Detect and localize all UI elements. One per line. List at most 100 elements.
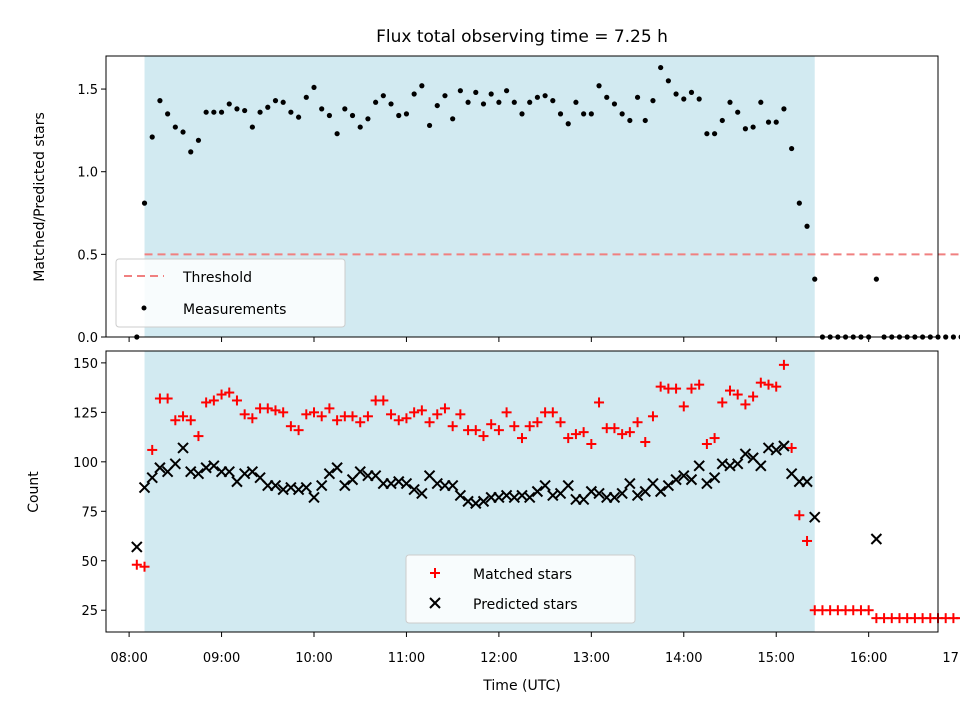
matched-legend-swatch: [430, 568, 440, 578]
measurement-point: [650, 98, 656, 104]
y-tick-label: 0.5: [77, 248, 98, 263]
matched-star-point: [401, 413, 412, 424]
upper-y-ticks: 0.0 0.5 1.0 1.5: [77, 83, 106, 346]
predicted-star-point: [331, 462, 343, 474]
measurement-point: [634, 94, 641, 100]
matched-star-point: [270, 405, 281, 416]
matched-star-point: [178, 411, 189, 422]
matched-star-point: [709, 433, 720, 444]
predicted-star-point: [562, 479, 574, 492]
predicted-star-point: [608, 491, 621, 504]
matched-star-point: [956, 617, 960, 620]
measurement-point: [157, 98, 163, 104]
predicted-star-point: [809, 511, 821, 523]
predicted-star-point: [477, 495, 490, 508]
measurement-point: [742, 126, 749, 132]
measurement-point: [434, 102, 440, 109]
y-tick-label: 150: [73, 357, 98, 372]
matched-star-point: [617, 429, 628, 440]
predicted-star-point: [269, 479, 282, 492]
matched-star-point: [740, 399, 751, 410]
predicted-star-point: [616, 487, 628, 500]
measurement-point: [218, 109, 225, 115]
measurement-point: [665, 78, 671, 84]
predicted-star-point: [654, 485, 667, 498]
measurement-point: [773, 119, 779, 125]
predicted-star-point: [454, 489, 467, 502]
measurement-point: [419, 83, 425, 89]
measurement-point: [503, 88, 510, 94]
measurement-point: [950, 334, 957, 340]
matched-star-point: [347, 411, 358, 422]
chart-title: Flux total observing time = 7.25 h: [376, 27, 668, 47]
predicted-star-point: [685, 473, 698, 486]
measurement-point: [750, 124, 756, 130]
upper-plot-frame: [105, 55, 939, 338]
matched-star-point: [139, 561, 150, 572]
predicted-legend-label: Predicted stars: [473, 597, 578, 613]
matched-star-point: [208, 395, 219, 406]
y-tick-label: 125: [73, 406, 98, 421]
measurement-point: [496, 99, 502, 105]
measurement-point: [527, 99, 533, 105]
measurement-point: [573, 99, 579, 105]
matched-star-point: [524, 421, 535, 432]
x-axis-label: Time (UTC): [482, 678, 560, 694]
matched-star-point: [447, 421, 458, 432]
measurement-point: [426, 122, 433, 129]
matched-star-point: [162, 393, 173, 404]
matched-star-point: [439, 403, 450, 414]
measurement-point: [396, 112, 402, 119]
measurement-point: [711, 131, 718, 137]
upper-legend: Threshold Measurements: [115, 258, 346, 328]
predicted-star-point: [624, 477, 636, 490]
matched-star-point: [424, 417, 435, 428]
measurement-point: [141, 200, 148, 206]
predicted-star-point: [870, 533, 883, 545]
measurement-point: [611, 101, 618, 107]
measurement-point: [403, 111, 410, 117]
measurement-point: [688, 89, 695, 95]
matched-star-point: [509, 421, 520, 432]
matched-star-point: [362, 411, 373, 422]
matched-star-point: [378, 395, 389, 406]
matched-star-point: [147, 444, 158, 455]
measurement-point: [180, 129, 186, 135]
y-tick-label: 75: [81, 505, 98, 520]
x-tick-label: 15:00: [757, 651, 794, 666]
measurement-point: [295, 114, 302, 120]
measurement-point: [781, 106, 787, 112]
matched-star-point: [563, 433, 574, 444]
measurement-point: [480, 101, 487, 107]
measurement-point: [488, 91, 494, 97]
predicted-star-point: [701, 477, 713, 490]
predicted-star-point: [755, 460, 767, 472]
matched-star-point: [694, 379, 705, 390]
predicted-star-point: [315, 479, 328, 492]
matched-star-point: [755, 377, 766, 388]
matched-star-point: [493, 425, 504, 436]
predicted-star-point: [739, 448, 752, 460]
measurements-legend-label: Measurements: [183, 302, 286, 318]
matched-star-point: [316, 411, 327, 422]
matched-star-point: [647, 411, 658, 422]
measurement-point: [234, 106, 240, 112]
matched-star-point: [324, 403, 335, 414]
predicted-star-point: [708, 471, 721, 484]
predicted-star-point: [662, 479, 675, 492]
measurement-point: [303, 94, 309, 100]
matched-star-point: [678, 401, 689, 412]
matched-star-point: [231, 395, 242, 406]
measurement-point: [288, 109, 294, 115]
predicted-star-point: [223, 466, 235, 478]
matched-star-point: [393, 415, 404, 426]
predicted-star-point: [523, 491, 536, 504]
predicted-star-point: [531, 485, 544, 498]
measurement-point: [249, 124, 255, 130]
matched-star-point: [786, 442, 797, 453]
measurement-point: [188, 149, 194, 155]
matched-star-point: [185, 415, 196, 426]
matched-star-point: [193, 431, 204, 442]
measurement-point: [373, 99, 379, 105]
measurement-point: [581, 111, 587, 117]
